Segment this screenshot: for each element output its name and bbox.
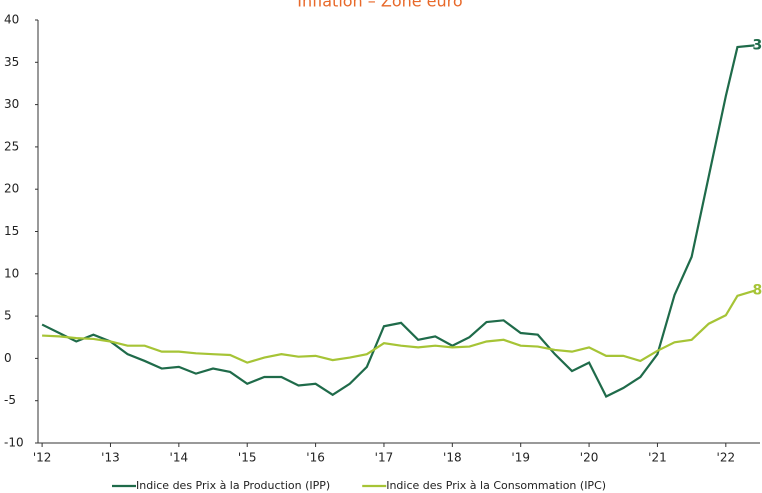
y-tick-label: 0 (4, 351, 12, 365)
y-tick-label: -5 (4, 393, 16, 407)
y-tick-label: 10 (4, 266, 19, 280)
series-line (41, 44, 755, 398)
legend-label: Indice des Prix à la Consommation (IPC) (386, 479, 606, 492)
y-tick-label: 40 (4, 13, 19, 27)
x-tick-label: '16 (306, 451, 325, 465)
x-tick-label: '21 (648, 451, 667, 465)
x-tick-label: '22 (717, 451, 736, 465)
x-tick-label: '12 (33, 451, 52, 465)
x-tick-label: '19 (511, 451, 530, 465)
x-tick-label: '17 (375, 451, 394, 465)
series-line (42, 289, 755, 364)
x-tick-label: '20 (580, 451, 599, 465)
legend-label: Indice des Prix à la Production (IPP) (136, 479, 330, 492)
end-label: 8 (753, 283, 762, 299)
y-tick-label: 20 (4, 182, 19, 196)
x-tick-label: '18 (443, 451, 462, 465)
x-tick-label: '15 (238, 451, 257, 465)
y-tick-label: -10 (4, 436, 24, 450)
end-label: 37 (753, 37, 762, 53)
y-tick-label: 30 (4, 97, 19, 111)
x-tick-label: '13 (101, 451, 120, 465)
y-tick-label: 35 (4, 55, 19, 69)
chart-title: Inflation – Zone euro (297, 0, 462, 11)
x-tick-label: '14 (170, 451, 189, 465)
y-tick-label: 15 (4, 224, 19, 238)
y-tick-label: 5 (4, 309, 12, 323)
y-tick-label: 25 (4, 139, 19, 153)
